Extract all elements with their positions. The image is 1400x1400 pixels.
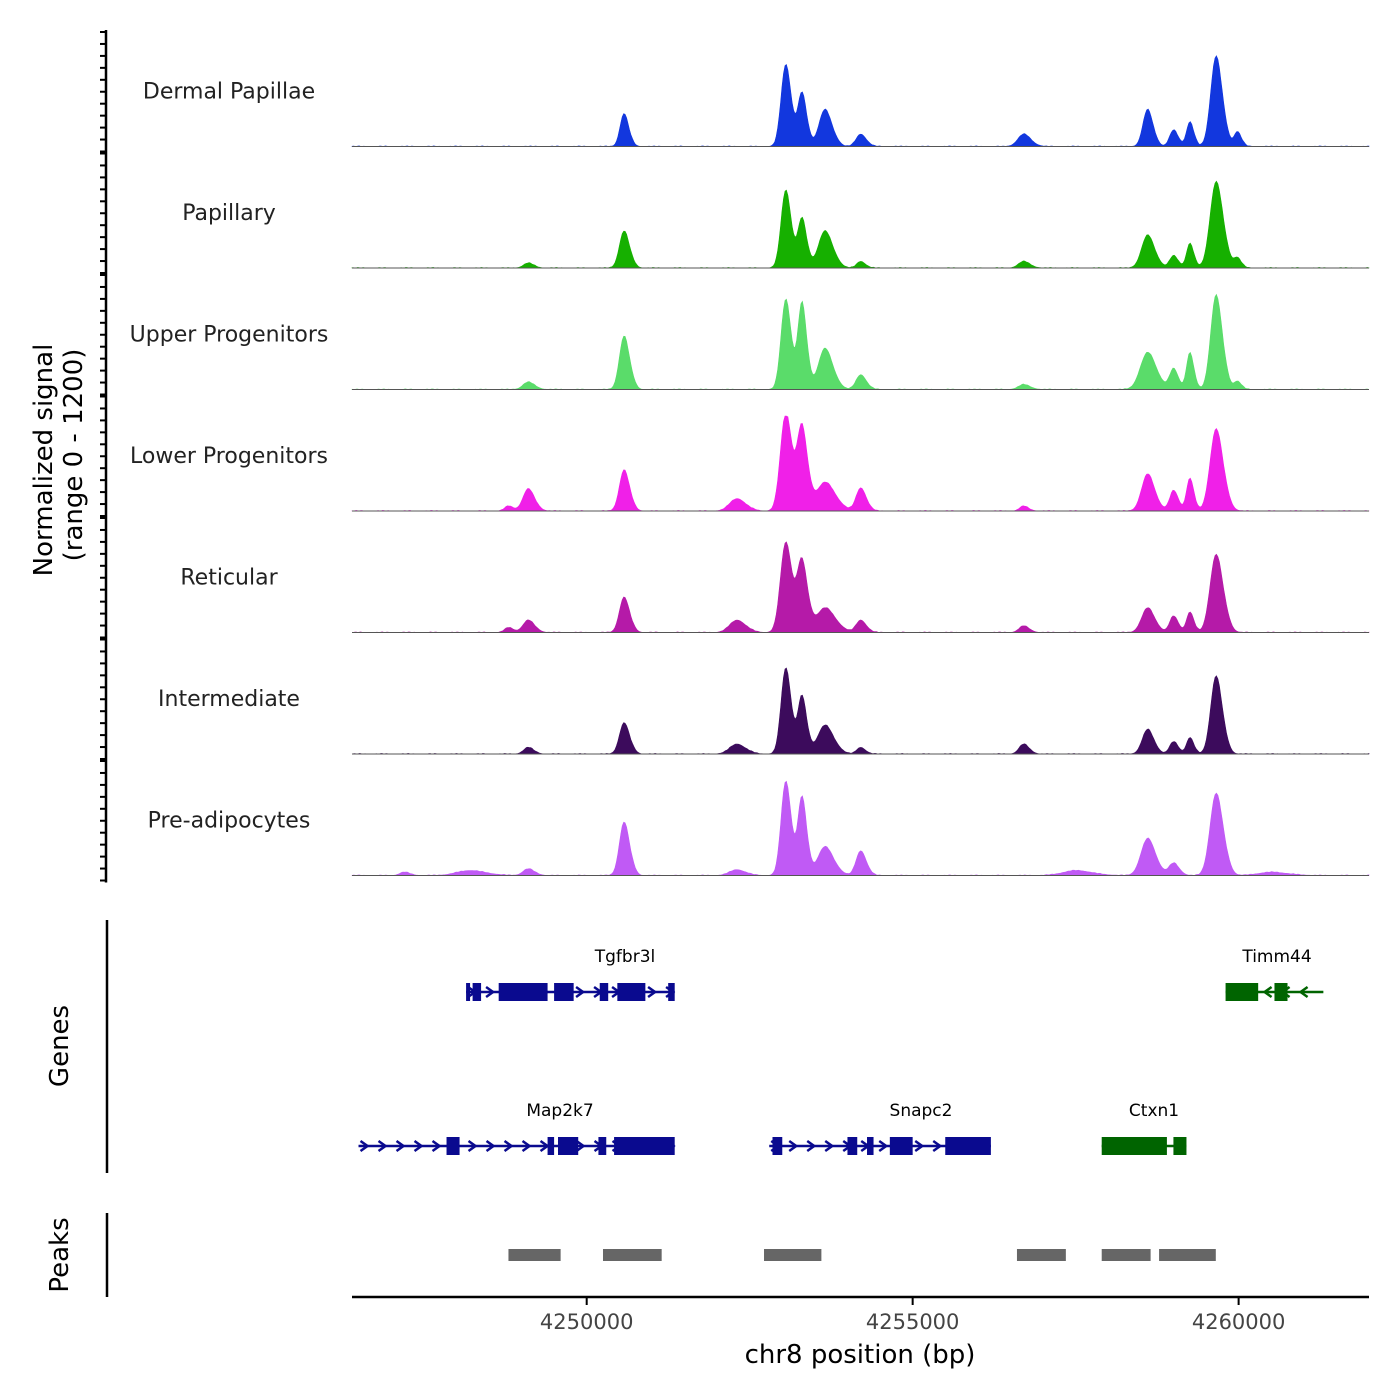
x-axis-title: chr8 position (bp) — [745, 1340, 976, 1370]
coverage-track: Upper Progenitors — [130, 293, 1370, 390]
strand-arrow — [395, 1139, 406, 1153]
strand-arrow — [647, 985, 658, 999]
gene-model: Ctxn1 — [1101, 1101, 1187, 1155]
gene-exon — [1274, 983, 1288, 1001]
peak-region — [1016, 1249, 1066, 1261]
gene-exon — [617, 983, 646, 1001]
track-label: Pre-adipocytes — [148, 809, 311, 834]
strand-arrow — [539, 1139, 550, 1153]
gene-exon — [598, 1137, 607, 1155]
strand-arrow — [575, 985, 586, 999]
gene-label: Ctxn1 — [1129, 1101, 1179, 1121]
peaks-track-title: Peaks — [45, 1217, 75, 1292]
coverage-area — [351, 55, 1370, 147]
gene-label: Snapc2 — [890, 1101, 953, 1121]
track-label: Upper Progenitors — [130, 323, 329, 348]
strand-arrow — [431, 1139, 442, 1153]
genes-track: Tgfbr3l Timm44 Map2k7 Snapc2 Ctxn1 — [358, 947, 1324, 1155]
strand-arrow — [788, 1139, 799, 1153]
strand-arrow — [467, 1139, 478, 1153]
strand-arrow — [485, 985, 496, 999]
strand-arrow — [485, 1139, 496, 1153]
gene-exon — [867, 1137, 874, 1155]
peak-region — [764, 1249, 822, 1261]
peak-region — [602, 1249, 662, 1261]
strand-arrow — [503, 1139, 514, 1153]
coverage-area — [351, 180, 1370, 269]
track-label: Papillary — [182, 201, 276, 226]
coverage-track: Intermediate — [158, 667, 1370, 755]
gene-exon — [668, 983, 675, 1001]
gene-exon — [599, 983, 609, 1001]
track-label: Dermal Papillae — [143, 80, 315, 105]
coverage-track: Lower Progenitors — [130, 415, 1370, 512]
gene-exon — [466, 983, 471, 1001]
peak-region — [1159, 1249, 1216, 1261]
gene-exon — [945, 1137, 991, 1155]
coverage-tracks: Dermal Papillae Papillary Upper Progenitor… — [130, 55, 1370, 876]
strand-arrow — [521, 1139, 532, 1153]
strand-arrow — [1262, 985, 1273, 999]
peak-region — [1101, 1249, 1151, 1261]
gene-exon — [889, 1137, 913, 1155]
strand-arrow — [932, 1139, 943, 1153]
gene-exon — [554, 983, 574, 1001]
gene-model: Timm44 — [1225, 947, 1324, 1001]
coverage-area — [351, 293, 1370, 390]
gene-exon — [614, 1137, 675, 1155]
strand-arrow — [806, 1139, 817, 1153]
x-tick-label: 4250000 — [540, 1310, 634, 1334]
genes-track-title: Genes — [45, 1005, 75, 1087]
coverage-track: Papillary — [182, 180, 1370, 269]
strand-arrow — [413, 1139, 424, 1153]
gene-exon — [1225, 983, 1259, 1001]
gene-exon — [558, 1137, 579, 1155]
x-tick-label: 4260000 — [1192, 1310, 1286, 1334]
coverage-area — [351, 541, 1370, 633]
y-axis-title-line2: (range 0 - 1200) — [59, 349, 89, 562]
gene-exon — [772, 1137, 783, 1155]
strand-arrow — [1298, 985, 1309, 999]
strand-arrow — [914, 1139, 925, 1153]
gene-model: Tgfbr3l — [466, 947, 676, 1001]
gene-label: Tgfbr3l — [594, 947, 655, 967]
gene-label: Timm44 — [1241, 947, 1311, 967]
gene-label: Map2k7 — [526, 1101, 593, 1121]
gene-model: Snapc2 — [769, 1101, 991, 1155]
gene-exon — [446, 1137, 460, 1155]
coverage-area — [351, 780, 1370, 876]
coverage-track: Reticular — [180, 541, 1370, 633]
gene-exon — [1173, 1137, 1187, 1155]
coverage-track: Pre-adipocytes — [148, 780, 1370, 876]
coverage-area — [351, 415, 1370, 512]
gene-exon — [547, 1137, 555, 1155]
strand-arrow — [824, 1139, 835, 1153]
coverage-area — [351, 667, 1370, 755]
gene-exon — [847, 1137, 858, 1155]
strand-arrow — [575, 1139, 586, 1153]
y-axis-title-line1: Normalized signal — [29, 344, 59, 577]
track-label: Intermediate — [158, 687, 300, 712]
track-label: Lower Progenitors — [130, 444, 328, 469]
coverage-track: Dermal Papillae — [143, 55, 1370, 147]
strand-arrow — [359, 1139, 370, 1153]
gene-exon — [498, 983, 548, 1001]
gene-exon — [1101, 1137, 1167, 1155]
strand-arrow — [377, 1139, 388, 1153]
gene-exon — [472, 983, 482, 1001]
y-axis-ticks — [100, 30, 108, 883]
track-label: Reticular — [180, 566, 278, 591]
peaks-track — [508, 1249, 1216, 1261]
x-tick-label: 4255000 — [866, 1310, 960, 1334]
x-axis: 4250000 4255000 4260000 — [352, 1295, 1369, 1334]
peak-region — [508, 1249, 561, 1261]
strand-arrow — [878, 1139, 889, 1153]
gene-model: Map2k7 — [358, 1101, 676, 1155]
